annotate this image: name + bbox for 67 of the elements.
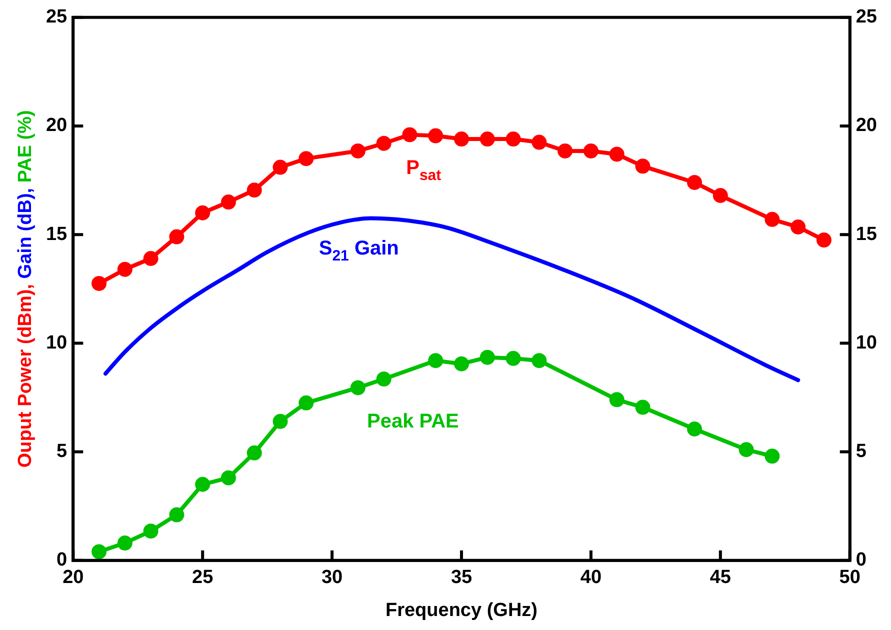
- point: [92, 544, 107, 560]
- point: [687, 421, 702, 436]
- point: [609, 392, 624, 408]
- x-axis-title: Frequency (GHz): [385, 600, 538, 621]
- point: [635, 400, 650, 415]
- point: [454, 356, 469, 372]
- point: [376, 136, 392, 151]
- point: [712, 188, 728, 204]
- y-tick-label: 5: [56, 441, 68, 462]
- point: [764, 212, 780, 227]
- point: [272, 160, 288, 175]
- point: [143, 524, 158, 539]
- y2-tick-label: 15: [856, 224, 878, 245]
- point: [143, 250, 158, 266]
- point: [195, 476, 210, 492]
- point: [350, 143, 366, 158]
- y-tick-label: 0: [56, 550, 68, 571]
- y2-tick-label: 5: [856, 441, 867, 462]
- point: [246, 182, 262, 198]
- point: [220, 194, 236, 210]
- point: [609, 146, 624, 162]
- point: [558, 143, 573, 158]
- series-label: Peak PAE: [366, 410, 459, 433]
- point: [687, 174, 702, 190]
- point: [635, 158, 650, 174]
- point: [117, 262, 132, 277]
- point: [480, 350, 495, 365]
- y-tick-label: 15: [46, 224, 68, 245]
- point: [246, 445, 262, 460]
- y2-tick-label: 20: [856, 115, 878, 136]
- line-series: [104, 216, 800, 382]
- point: [428, 128, 444, 144]
- point: [92, 276, 107, 291]
- point: [195, 205, 210, 220]
- point: [402, 127, 418, 142]
- y-tick-label: 10: [46, 332, 68, 354]
- y2-tick-label: 10: [856, 332, 878, 354]
- point: [454, 132, 469, 147]
- point: [480, 132, 495, 147]
- point: [350, 380, 366, 396]
- point: [169, 229, 184, 244]
- point: [506, 350, 521, 366]
- point: [169, 507, 184, 522]
- point: [790, 220, 806, 234]
- x-tick-label: 25: [192, 567, 214, 588]
- y-axis-title: Ouput Power (dBm), Gain (dB), PAE (%): [15, 110, 36, 468]
- x-tick-label: 40: [580, 567, 602, 588]
- point: [532, 353, 547, 368]
- point: [506, 132, 521, 147]
- point: [428, 353, 444, 368]
- x-tick-label: 30: [321, 567, 343, 588]
- point: [816, 232, 832, 248]
- y2-tick-label: 25: [856, 6, 878, 28]
- point: [532, 134, 547, 150]
- point: [220, 470, 236, 486]
- point: [376, 372, 392, 387]
- x-tick-label: 45: [710, 567, 732, 588]
- point: [272, 414, 288, 429]
- y-tick-label: 25: [46, 6, 68, 28]
- point: [298, 151, 314, 166]
- point: [764, 448, 780, 464]
- point: [583, 143, 598, 158]
- y-tick-label: 20: [46, 115, 68, 136]
- point: [298, 395, 314, 410]
- point: [738, 442, 754, 458]
- x-tick-label: 35: [450, 567, 472, 588]
- point: [117, 536, 132, 551]
